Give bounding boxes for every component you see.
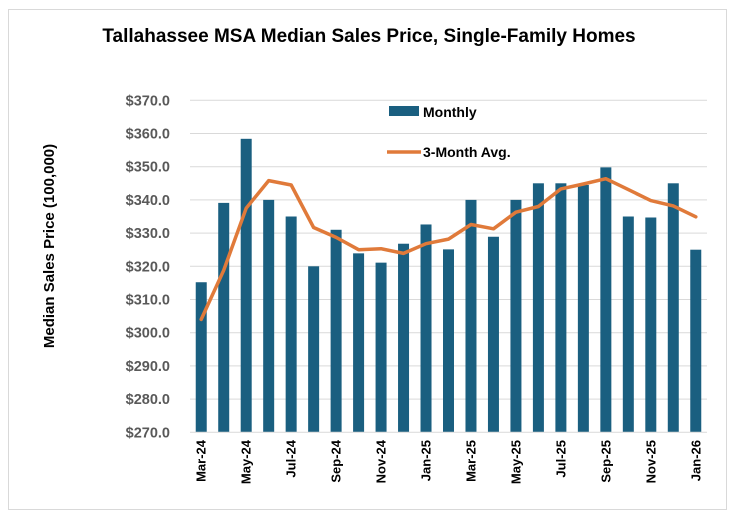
bar-Jul-25: [555, 183, 567, 433]
bar-Feb-25: [443, 249, 454, 433]
y-tick-label: $310.0: [126, 293, 170, 309]
bar-Nov-25: [645, 217, 657, 433]
x-tick-label: Sep-24: [329, 439, 344, 482]
bar-Aug-25: [577, 184, 589, 433]
bar-Mar-25: [465, 199, 477, 433]
x-tick-label: Sep-25: [598, 440, 613, 483]
y-tick-label: $340.0: [126, 193, 170, 209]
y-tick-label: $360.0: [126, 127, 170, 143]
bar-Jun-25: [532, 183, 544, 433]
x-tick-label: May-24: [239, 439, 254, 484]
y-tick-label: $300.0: [126, 326, 170, 342]
bar-Aug-24: [308, 266, 320, 433]
bar-May-25: [510, 199, 522, 433]
y-tick-label: $290.0: [126, 359, 170, 375]
x-tick-label: Jan-26: [688, 440, 703, 481]
y-tick-label: $320.0: [126, 259, 170, 275]
x-tick-label: Jul-25: [553, 440, 568, 478]
bar-Oct-24: [353, 253, 365, 433]
bar-Jun-24: [263, 199, 275, 433]
x-tick-label: Nov-24: [374, 439, 389, 483]
x-tick-label: Nov-25: [643, 440, 658, 483]
y-tick-label: $370.0: [126, 93, 170, 109]
y-tick-label: $270.0: [126, 425, 170, 441]
bar-Apr-24: [218, 202, 230, 433]
bars-monthly: [195, 138, 702, 433]
y-axis-ticks: $370.0 $360.0 $350.0 $340.0 $330.0 $320.0 $310…: [126, 93, 170, 441]
bar-Sep-25: [600, 167, 612, 433]
bar-Jan-25: [420, 224, 432, 433]
y-axis-label: Median Sales Price (100,000): [41, 144, 58, 348]
line-3-month-avg: [199, 176, 698, 322]
bar-Jul-24: [285, 216, 297, 433]
x-tick-label: May-25: [508, 440, 523, 484]
bar-Oct-25: [622, 216, 634, 433]
y-tick-label: $330.0: [126, 226, 170, 242]
bar-Dec-24: [398, 243, 410, 433]
bar-Apr-25: [487, 236, 499, 433]
legend-label-monthly: Monthly: [423, 104, 477, 120]
bar-Nov-24: [375, 262, 387, 433]
legend-label-3-month-avg: 3-Month Avg.: [423, 144, 511, 160]
y-tick-label: $280.0: [126, 392, 170, 408]
bar-Jan-26: [690, 249, 702, 433]
bar-Dec-25: [667, 183, 679, 433]
x-tick-label: Jan-25: [419, 440, 434, 481]
chart-title: Tallahassee MSA Median Sales Price, Sing…: [102, 26, 635, 47]
bar-Mar-24: [195, 282, 207, 433]
x-axis-ticks: Mar-24 May-24 Jul-24 Sep-24 Nov-24 Jan-25 Mar-…: [194, 439, 704, 484]
x-tick-label: Mar-24: [194, 439, 209, 482]
bar-May-24: [240, 138, 252, 433]
x-tick-label: Mar-25: [463, 440, 478, 482]
x-tick-label: Jul-24: [284, 439, 299, 477]
legend-swatch-monthly: [389, 106, 419, 116]
bar-Sep-24: [330, 229, 342, 433]
legend: Monthly 3-Month Avg.: [387, 104, 511, 160]
y-tick-label: $350.0: [126, 160, 170, 176]
